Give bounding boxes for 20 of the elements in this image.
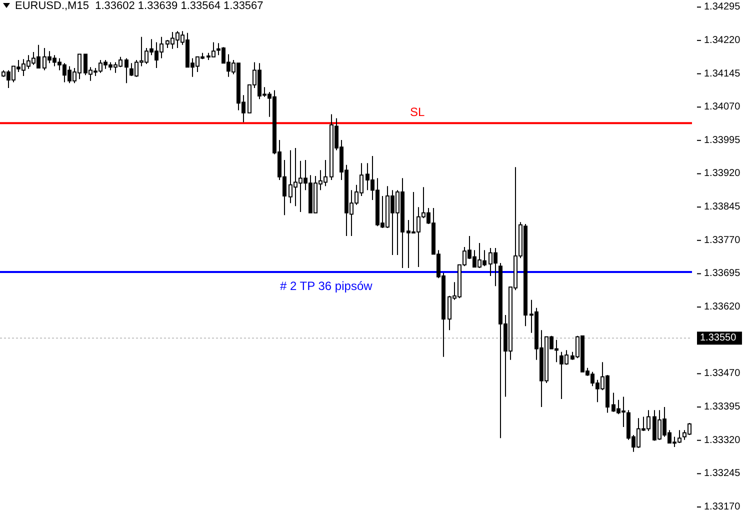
ref-line-label: SL xyxy=(410,105,426,120)
y-tick-label: 1.33695 xyxy=(704,268,741,280)
ref-line-label: 1.33550 xyxy=(700,332,737,344)
y-tick-label: 1.33320 xyxy=(704,434,741,446)
y-tick-label: 1.33845 xyxy=(704,202,741,213)
y-tick-label: 1.34145 xyxy=(704,68,741,80)
y-tick-label: 1.33995 xyxy=(704,134,741,146)
y-tick-label: 1.33245 xyxy=(704,468,741,480)
candlestick xyxy=(124,58,128,84)
y-tick-label: 1.33620 xyxy=(704,302,741,313)
y-tick-label: 1.34220 xyxy=(704,34,741,46)
chart-title: EURUSD.,M15 1.33602 1.33639 1.33564 1.33567 xyxy=(15,0,264,12)
y-tick-label: 1.33470 xyxy=(704,368,741,380)
ref-line-label: # 2 TP 36 pipsów xyxy=(280,278,373,293)
y-tick-label: 1.33920 xyxy=(704,168,741,180)
y-tick-label: 1.34295 xyxy=(704,2,741,13)
y-tick-label: 1.33770 xyxy=(704,234,741,246)
y-tick-label: 1.33395 xyxy=(704,402,741,413)
y-tick-label: 1.34070 xyxy=(704,102,741,113)
y-tick-label: 1.33170 xyxy=(704,502,741,513)
